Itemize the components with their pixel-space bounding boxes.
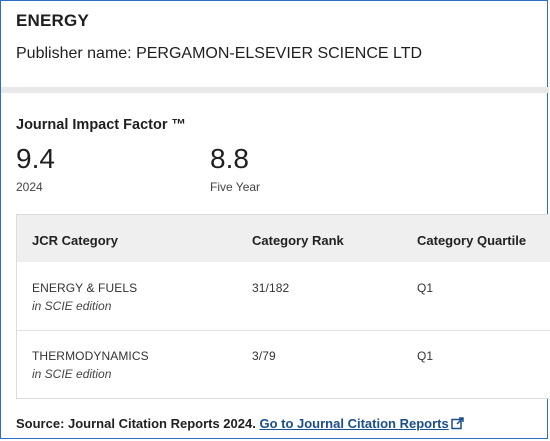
- publisher-name: Publisher name: PERGAMON-ELSEVIER SCIENC…: [16, 45, 423, 62]
- category-table: JCR Category Category Rank Category Quar…: [16, 214, 550, 399]
- column-header-category: JCR Category: [32, 233, 118, 248]
- impact-factor-year: 2024: [16, 180, 43, 194]
- jcr-link[interactable]: Go to Journal Citation Reports: [259, 416, 464, 431]
- five-year-impact-value: 8.8: [210, 143, 249, 174]
- category-edition: in SCIE edition: [32, 299, 112, 313]
- category-quartile: Q1: [417, 349, 434, 363]
- category-rank: 31/182: [252, 281, 290, 295]
- external-link-icon[interactable]: [450, 417, 464, 430]
- impact-factor-value: 9.4: [16, 143, 55, 174]
- journal-title: ENERGY: [16, 11, 89, 30]
- source-label: Source: Journal Citation Reports 2024.: [16, 416, 256, 431]
- category-table-header: JCR Category Category Rank Category Quar…: [17, 215, 550, 262]
- category-name: ENERGY & FUELS: [32, 281, 138, 295]
- category-edition: in SCIE edition: [32, 367, 112, 381]
- source-footer: Source: Journal Citation Reports 2024. G…: [16, 416, 464, 431]
- column-header-rank: Category Rank: [252, 233, 344, 248]
- impact-factor-label: Journal Impact Factor ™: [16, 117, 187, 133]
- category-quartile: Q1: [417, 281, 434, 295]
- category-rank: 3/79: [252, 349, 276, 363]
- category-name: THERMODYNAMICS: [32, 349, 149, 363]
- column-header-quartile: Category Quartile: [417, 233, 527, 248]
- section-divider: [1, 87, 549, 93]
- five-year-caption: Five Year: [210, 180, 261, 194]
- jcr-link-label[interactable]: Go to Journal Citation Reports: [259, 416, 449, 431]
- row-divider: [17, 330, 550, 331]
